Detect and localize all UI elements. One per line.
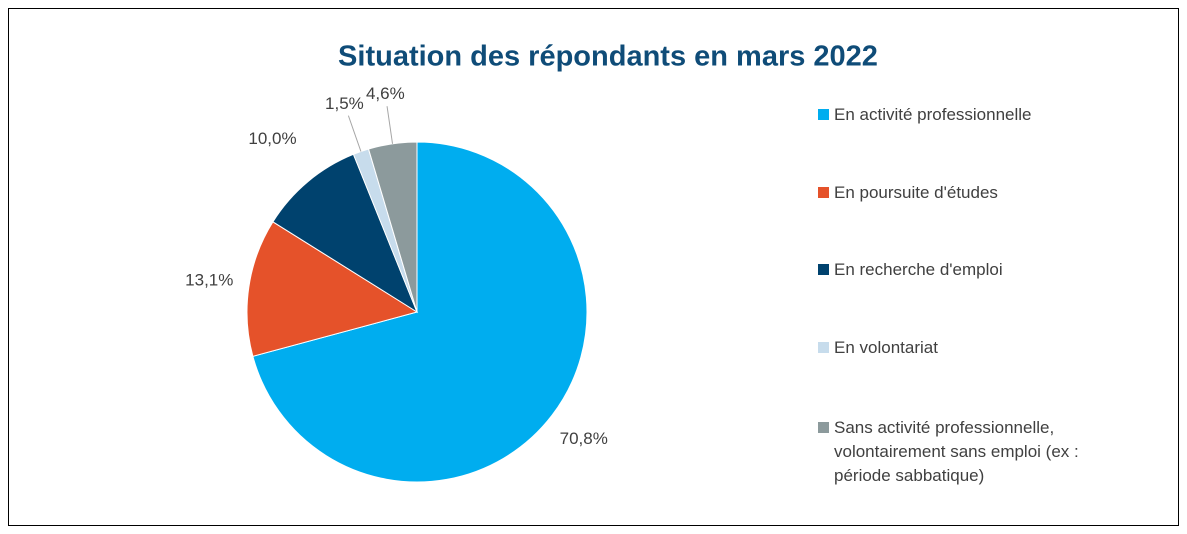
legend-swatch bbox=[818, 422, 829, 433]
data-label: 4,6% bbox=[366, 84, 405, 103]
leader-line bbox=[386, 106, 394, 144]
legend-label: En activité professionnelle bbox=[834, 105, 1032, 124]
legend-entry: En activité professionnelle bbox=[818, 103, 1138, 127]
pie-slice bbox=[252, 141, 588, 483]
legend-entry: En volontariat bbox=[818, 336, 1138, 360]
legend-label: En poursuite d'études bbox=[834, 183, 998, 202]
legend-swatch bbox=[818, 187, 829, 198]
legend-entry: Sans activité professionnelle, volontair… bbox=[818, 416, 1138, 488]
legend-swatch bbox=[818, 264, 829, 275]
chart-border bbox=[8, 8, 1179, 526]
pie-slice bbox=[246, 221, 419, 357]
legend-label: En volontariat bbox=[834, 338, 938, 357]
legend-swatch bbox=[818, 109, 829, 120]
data-label: 70,8% bbox=[560, 429, 608, 448]
chart-title: Situation des répondants en mars 2022 bbox=[338, 41, 878, 73]
pie-slice bbox=[272, 153, 419, 314]
legend-label: En recherche d'emploi bbox=[834, 260, 1003, 279]
legend-swatch bbox=[818, 342, 829, 353]
data-label: 10,0% bbox=[248, 129, 296, 148]
leader-line bbox=[347, 115, 362, 152]
legend-label: Sans activité professionnelle, volontair… bbox=[834, 418, 1079, 485]
data-label: 1,5% bbox=[325, 94, 364, 113]
data-label: 13,1% bbox=[185, 271, 233, 290]
legend-entry: En recherche d'emploi bbox=[818, 258, 1138, 282]
pie-slice bbox=[367, 141, 418, 313]
legend-entry: En poursuite d'études bbox=[818, 181, 1138, 205]
